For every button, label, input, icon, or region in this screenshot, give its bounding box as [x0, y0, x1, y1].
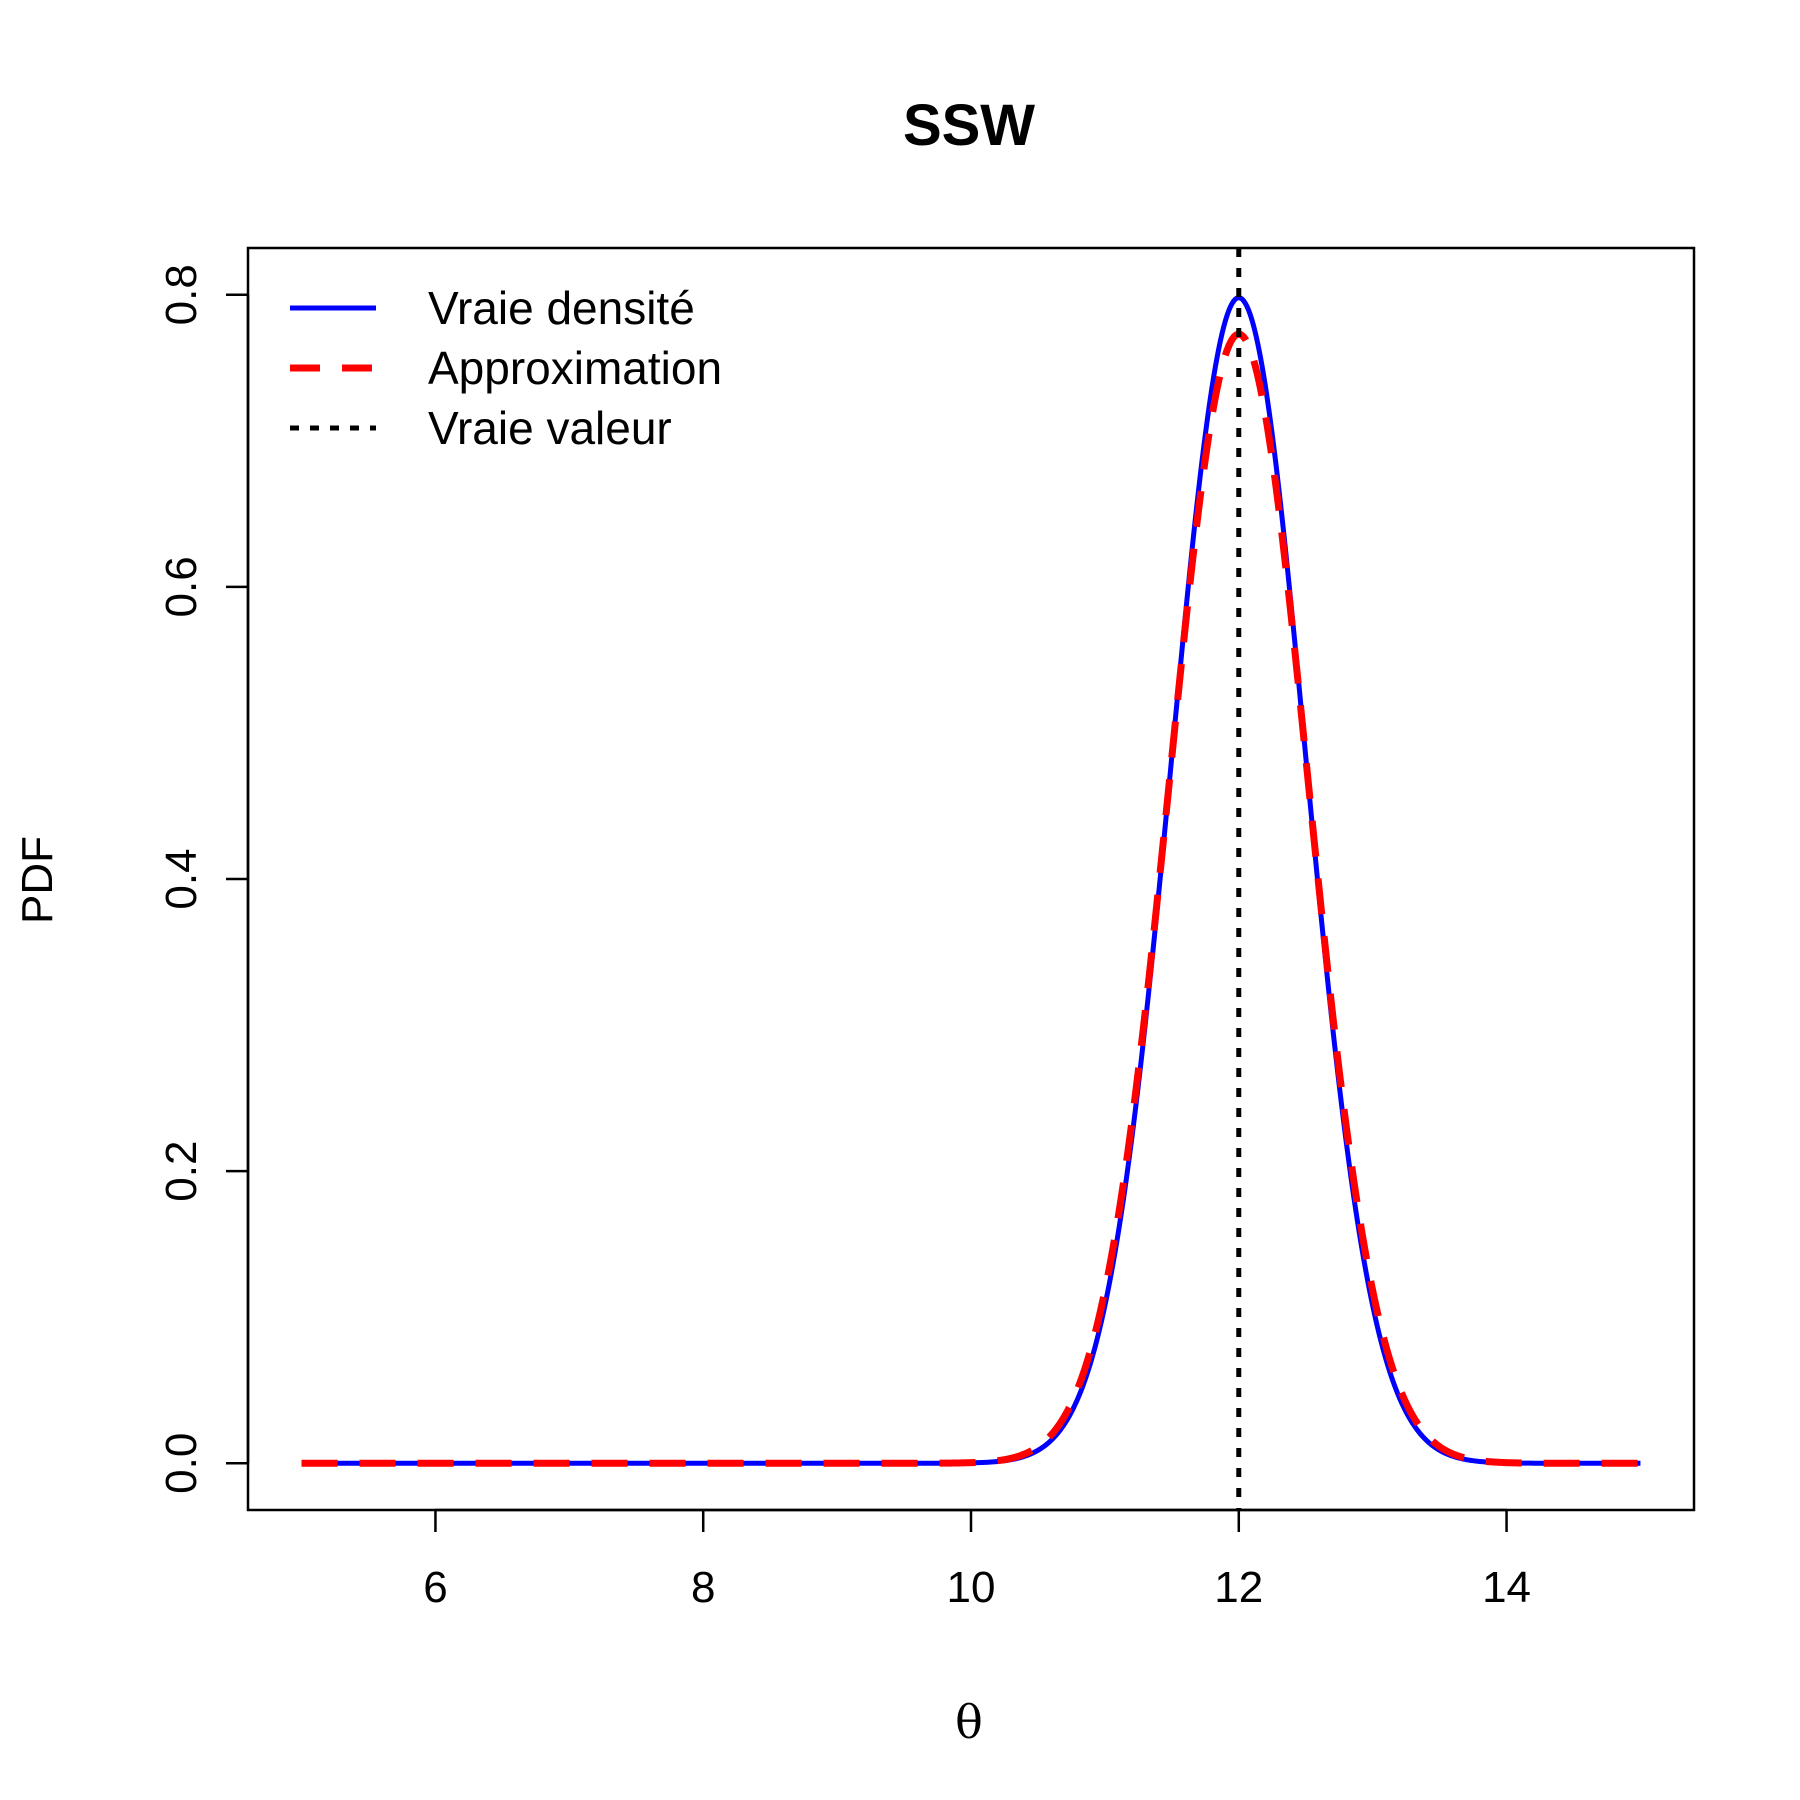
x-axis-label: θ	[955, 1695, 983, 1749]
x-tick-label: 10	[947, 1563, 996, 1612]
y-tick-label: 0.2	[157, 1141, 206, 1202]
y-tick-label: 0.4	[157, 848, 206, 909]
plot-area	[299, 248, 1643, 1510]
series-line-1	[300, 295, 1642, 1466]
legend: Vraie densité Approximation Vraie valeur	[290, 282, 722, 454]
x-tick-label: 14	[1482, 1563, 1531, 1612]
y-axis-label: PDF	[13, 836, 62, 924]
y-axis: 0.0 0.2 0.4 0.6 0.8	[157, 264, 250, 1494]
x-tick-label: 8	[691, 1563, 715, 1612]
y-tick-label: 0.0	[157, 1433, 206, 1494]
legend-label: Approximation	[428, 342, 722, 394]
legend-label: Vraie valeur	[428, 402, 672, 454]
x-axis: 6 8 10 12 14	[423, 1508, 1531, 1612]
series-line-2	[299, 330, 1643, 1467]
y-tick-label: 0.6	[157, 556, 206, 617]
x-tick-label: 6	[423, 1563, 447, 1612]
legend-label: Vraie densité	[428, 282, 695, 334]
y-tick-label: 0.8	[157, 264, 206, 325]
chart-title: SSW	[903, 93, 1035, 158]
x-tick-label: 12	[1214, 1563, 1263, 1612]
